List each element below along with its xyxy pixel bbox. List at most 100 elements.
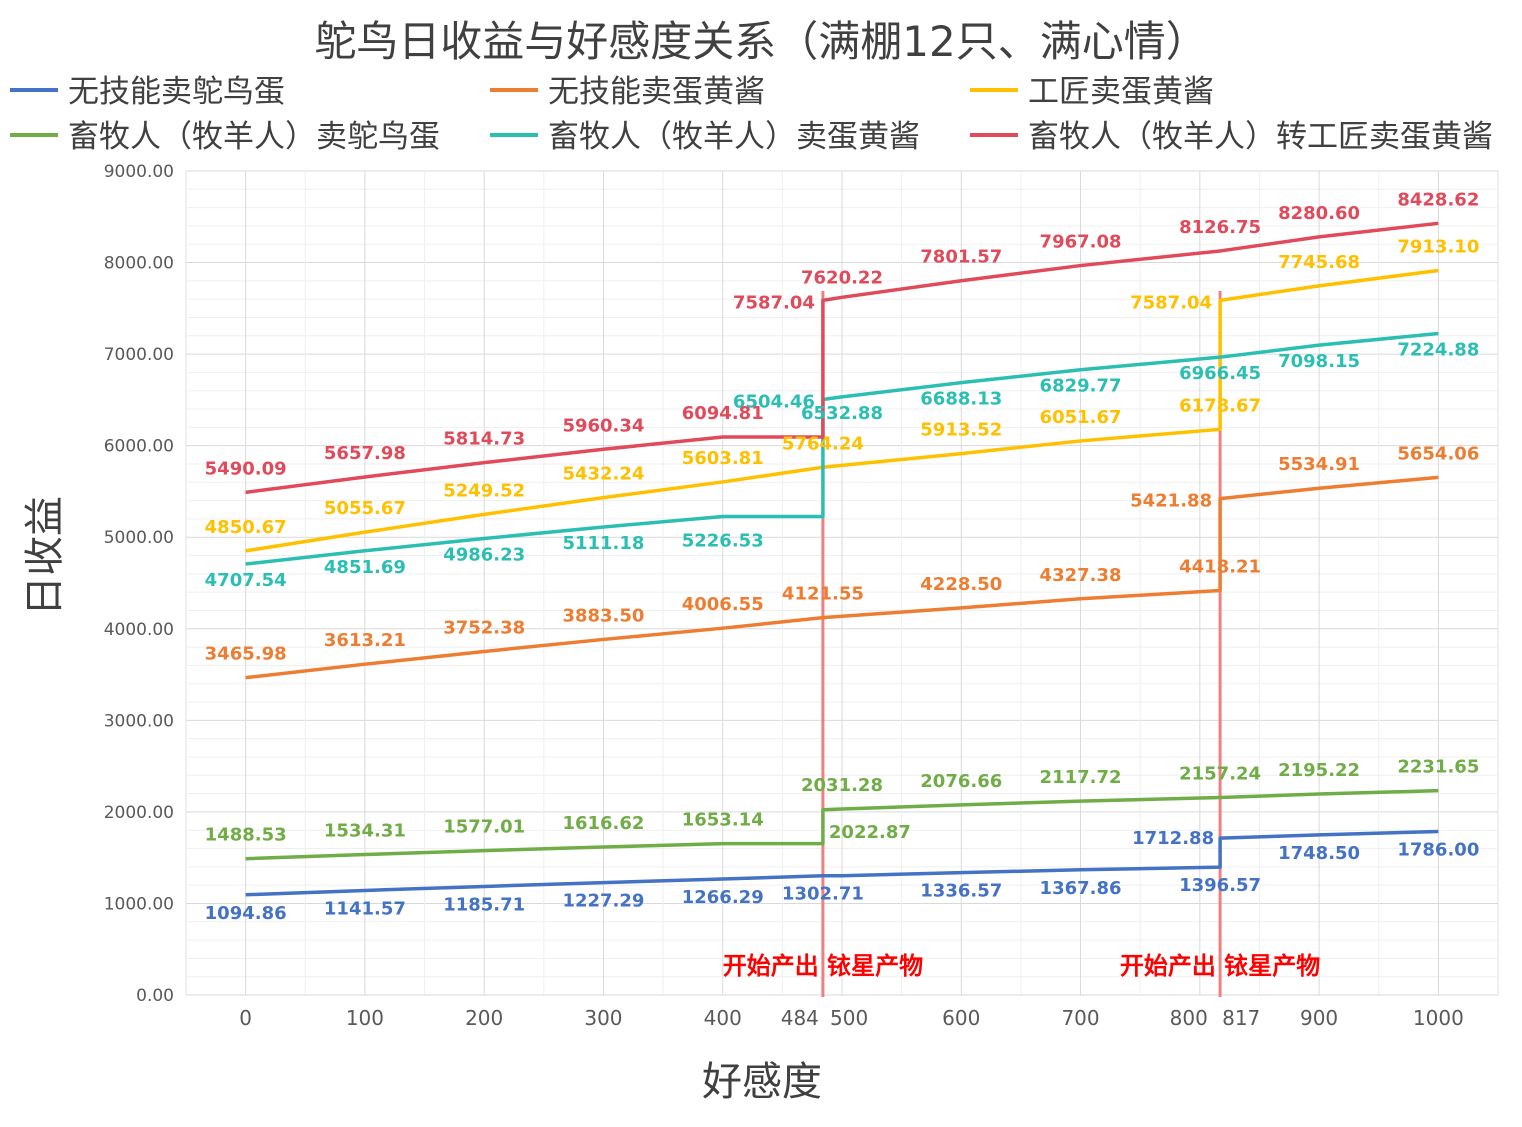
data-label: 4121.55 — [782, 584, 864, 605]
x-tick-label: 500 — [830, 1006, 868, 1030]
data-label: 1227.29 — [562, 891, 644, 912]
y-tick-label: 3000.00 — [104, 711, 174, 731]
data-label: 3465.98 — [205, 644, 287, 665]
data-label: 2022.87 — [829, 822, 911, 843]
data-label: 5421.88 — [1130, 491, 1212, 512]
data-label: 1712.88 — [1132, 828, 1214, 849]
legend-label: 无技能卖蛋黄酱 — [548, 74, 765, 110]
grid — [185, 170, 1499, 996]
data-label: 5432.24 — [562, 464, 644, 485]
data-label: 1748.50 — [1278, 843, 1360, 864]
x-tick-label: 200 — [465, 1006, 503, 1030]
x-tick-label: 800 — [1170, 1006, 1208, 1030]
data-label: 1786.00 — [1397, 839, 1479, 860]
series-line — [245, 788, 1439, 861]
x-tick-label: 0 — [239, 1006, 252, 1030]
x-tick-label: 1000 — [1413, 1006, 1464, 1030]
data-label: 5764.24 — [782, 433, 864, 454]
data-label: 1534.31 — [324, 821, 406, 842]
series-line — [245, 829, 1439, 897]
data-label: 5603.81 — [682, 448, 764, 469]
data-label: 6178.67 — [1179, 395, 1261, 416]
data-label: 7224.88 — [1397, 340, 1479, 361]
data-label: 5249.52 — [443, 480, 525, 501]
legend-label: 畜牧人（牧羊人）卖鸵鸟蛋 — [68, 119, 440, 155]
data-label: 5111.18 — [562, 533, 644, 554]
x-tick-label: 600 — [942, 1006, 980, 1030]
data-labels: 1094.86 1141.57 1185.71 1227.29 1266.29 1302.… — [205, 189, 1480, 923]
data-label: 5654.06 — [1397, 443, 1479, 464]
x-tick-label: 900 — [1300, 1006, 1338, 1030]
series-line — [245, 221, 1439, 495]
data-label: 2031.28 — [801, 775, 883, 796]
data-label: 4228.50 — [920, 574, 1002, 595]
data-label: 7801.57 — [920, 247, 1002, 268]
data-label: 1577.01 — [443, 817, 525, 838]
data-label: 7967.08 — [1040, 232, 1122, 253]
data-label: 6688.13 — [920, 389, 1002, 410]
data-label: 4327.38 — [1040, 565, 1122, 586]
y-tick-label: 9000.00 — [104, 162, 174, 182]
data-label: 2117.72 — [1040, 767, 1122, 788]
data-label: 4006.55 — [682, 594, 764, 615]
data-label: 6504.46 — [733, 391, 815, 412]
data-label: 5055.67 — [324, 498, 406, 519]
legend-label: 无技能卖鸵鸟蛋 — [68, 74, 285, 110]
data-label: 2157.24 — [1179, 763, 1261, 784]
x-tick-label: 484 — [781, 1006, 819, 1030]
series-lines — [245, 221, 1439, 897]
marker-annotation: 开始产出 铱星产物 — [723, 952, 923, 980]
data-label: 5490.09 — [205, 458, 287, 479]
y-tick-label: 7000.00 — [104, 345, 174, 365]
data-label: 7587.04 — [1130, 292, 1212, 313]
data-label: 1266.29 — [682, 887, 764, 908]
x-tick-label: 300 — [584, 1006, 622, 1030]
data-label: 7098.15 — [1278, 351, 1360, 372]
data-label: 4851.69 — [324, 557, 406, 578]
data-label: 7913.10 — [1397, 237, 1479, 258]
y-tick-label: 8000.00 — [104, 254, 174, 274]
data-label: 5960.34 — [562, 415, 644, 436]
data-label: 1367.86 — [1040, 878, 1122, 899]
x-tick-label: 700 — [1061, 1006, 1099, 1030]
chart-title: 鸵鸟日收益与好感度关系（满棚12只、满心情） — [314, 17, 1207, 66]
y-tick-label: 5000.00 — [104, 528, 174, 548]
y-tick-label: 4000.00 — [104, 620, 174, 640]
data-label: 1185.71 — [443, 894, 525, 915]
data-label: 1302.71 — [782, 884, 864, 905]
y-tick-label: 6000.00 — [104, 437, 174, 457]
data-label: 4707.54 — [205, 570, 287, 591]
data-label: 3883.50 — [562, 605, 644, 626]
y-tick-label: 2000.00 — [104, 803, 174, 823]
data-label: 8126.75 — [1179, 217, 1261, 238]
data-label: 2195.22 — [1278, 760, 1360, 781]
x-axis-title: 好感度 — [702, 1059, 822, 1105]
data-label: 3752.38 — [443, 617, 525, 638]
x-tick-label: 400 — [704, 1006, 742, 1030]
legend-label: 工匠卖蛋黄酱 — [1028, 74, 1214, 110]
data-label: 8428.62 — [1397, 189, 1479, 210]
data-label: 1488.53 — [205, 825, 287, 846]
data-label: 8280.60 — [1278, 203, 1360, 224]
data-label: 6829.77 — [1040, 376, 1122, 397]
data-label: 1094.86 — [205, 903, 287, 924]
y-axis: 0.00 1000.00 2000.00 3000.00 4000.00 5000.00 6… — [104, 162, 174, 1006]
data-label: 5913.52 — [920, 420, 1002, 441]
y-axis-title: 日收益 — [22, 496, 68, 616]
data-label: 3613.21 — [324, 630, 406, 651]
data-label: 5814.73 — [443, 429, 525, 450]
data-label: 2076.66 — [920, 771, 1002, 792]
data-label: 1396.57 — [1179, 875, 1261, 896]
data-label: 7587.04 — [733, 292, 815, 313]
data-label: 5534.91 — [1278, 454, 1360, 475]
legend-label: 畜牧人（牧羊人）卖蛋黄酱 — [548, 119, 920, 155]
data-label: 4850.67 — [205, 517, 287, 538]
data-label: 7620.22 — [801, 267, 883, 288]
data-label: 1653.14 — [682, 810, 764, 831]
data-label: 1616.62 — [562, 813, 644, 834]
y-tick-label: 0.00 — [136, 986, 174, 1006]
data-label: 6532.88 — [801, 403, 883, 424]
data-label: 5226.53 — [682, 530, 764, 551]
